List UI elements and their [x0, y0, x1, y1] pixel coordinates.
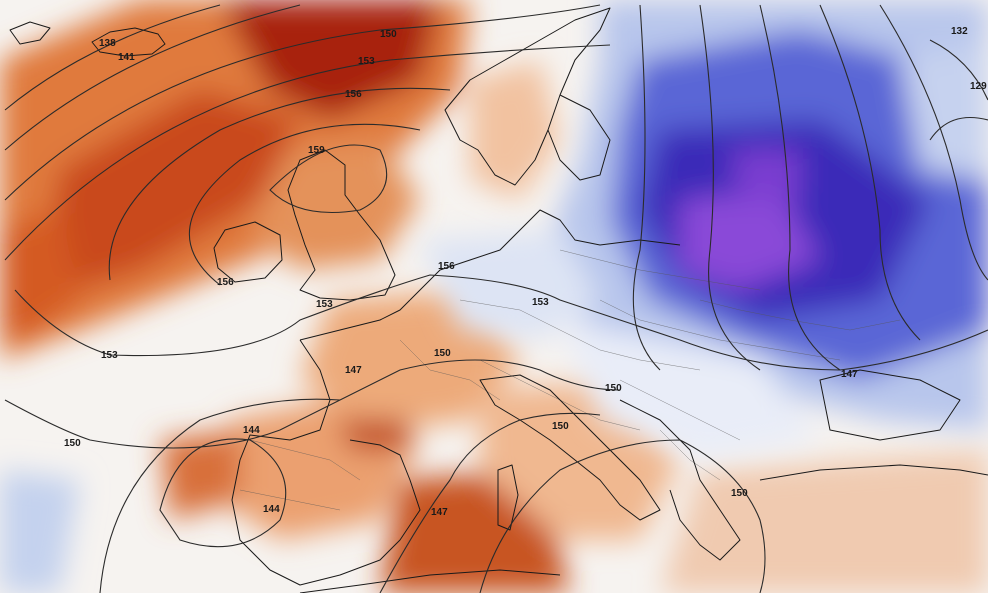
contour-label: 147 — [841, 369, 858, 380]
contour-label: 156 — [438, 261, 455, 272]
contour-label: 147 — [431, 507, 448, 518]
contour-label: 159 — [308, 145, 325, 156]
contour-label: 144 — [243, 425, 260, 436]
contour-lines — [4, 4, 988, 593]
coastlines — [9, 7, 988, 593]
contour-label: 132 — [951, 26, 968, 37]
contour-label: 153 — [532, 297, 549, 308]
contour-label: 150 — [380, 29, 397, 40]
contour-label: 150 — [64, 438, 81, 449]
contour-label: 138 — [99, 38, 116, 49]
contour-label: 150 — [552, 421, 569, 432]
contour-label: 153 — [358, 56, 375, 67]
contour-label: 153 — [316, 299, 333, 310]
contour-label: 150 — [605, 383, 622, 394]
contour-label: 150 — [434, 348, 451, 359]
contour-label: 150 — [731, 488, 748, 499]
contour-label: 129 — [970, 81, 987, 92]
contour-label: 156 — [217, 277, 234, 288]
contour-label: 141 — [118, 52, 135, 63]
contour-label: 153 — [101, 350, 118, 361]
contour-label: 147 — [345, 365, 362, 376]
contour-label: 156 — [345, 89, 362, 100]
contour-labels: 138 141 150 153 156 159 156 153 153 150 … — [64, 26, 987, 518]
contour-label: 144 — [263, 504, 280, 515]
